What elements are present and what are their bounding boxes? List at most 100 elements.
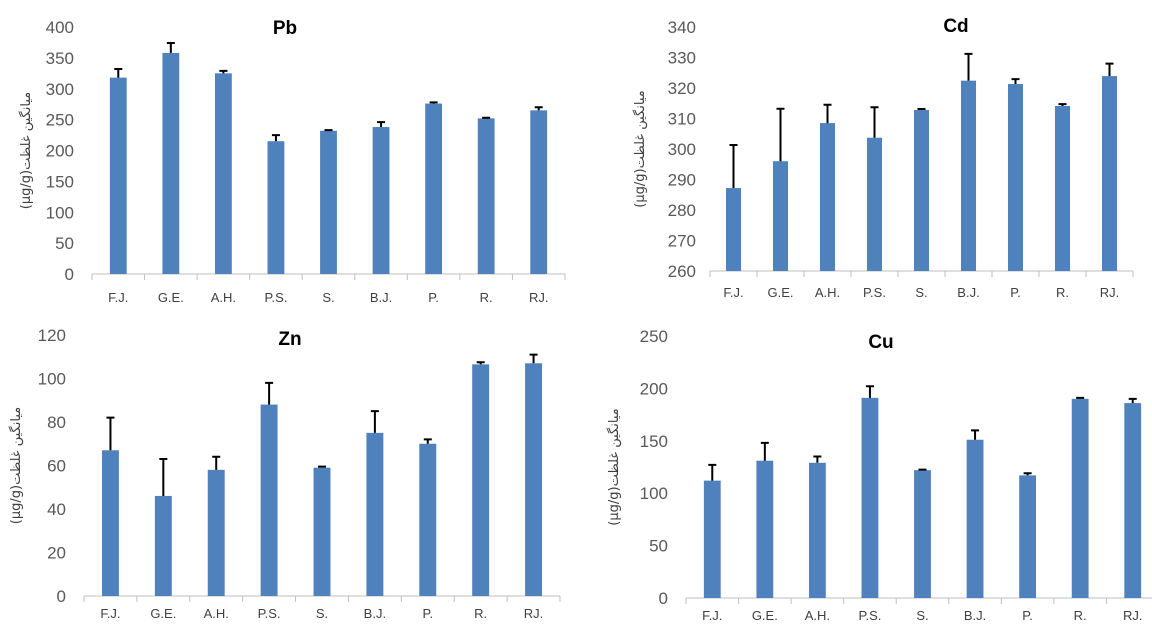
error-bar xyxy=(1105,62,1114,77)
error-bar xyxy=(106,416,115,451)
bar xyxy=(1124,403,1142,598)
y-tick-label: 280 xyxy=(668,201,696,220)
error-bar xyxy=(370,410,379,433)
y-tick-label: 200 xyxy=(640,379,668,398)
bar xyxy=(866,137,883,271)
chart-zn: Zn 0 20 40 60 80 100 120 (µg/g)میانگین غلظت F.J. G… xyxy=(0,313,576,626)
bar xyxy=(725,188,742,271)
y-tick-label: 320 xyxy=(668,79,696,98)
y-tick-label: 100 xyxy=(640,484,668,503)
x-tick-label: R. xyxy=(1074,608,1087,623)
bar xyxy=(366,432,384,596)
x-tick-label: R. xyxy=(474,606,487,621)
error-bar xyxy=(865,385,874,398)
bar xyxy=(109,77,127,274)
error-bar xyxy=(1076,396,1085,399)
x-tick-label: F.J. xyxy=(108,290,128,305)
error-bar xyxy=(159,457,168,496)
x-tick-label: S. xyxy=(316,606,328,621)
error-bar xyxy=(760,441,769,461)
bar xyxy=(1019,475,1037,598)
error-bar xyxy=(324,129,333,132)
bar xyxy=(861,397,879,598)
error-bar xyxy=(1128,397,1137,404)
y-tick-label: 250 xyxy=(46,111,74,130)
error-bar xyxy=(377,121,386,128)
error-bar xyxy=(776,107,785,162)
x-tick-label: B.J. xyxy=(957,285,979,300)
bar xyxy=(372,127,390,274)
x-tick-label: R. xyxy=(480,290,493,305)
x-tick-label: P.S. xyxy=(264,290,287,305)
chart-pb: Pb 0 50 100 150 200 250 300 350 400 (µg/g)میانگین … xyxy=(0,0,576,313)
error-bar xyxy=(917,108,926,111)
bar xyxy=(162,52,180,275)
chart-title: Cd xyxy=(943,16,968,37)
x-tick-label: P. xyxy=(1010,285,1021,300)
y-tick-label: 400 xyxy=(46,18,74,37)
y-tick-label: 300 xyxy=(46,80,74,99)
y-tick-label: 270 xyxy=(668,232,696,251)
x-tick-label: B.J. xyxy=(364,606,386,621)
bar xyxy=(1007,84,1024,271)
error-bar xyxy=(708,463,717,481)
x-tick-label: S. xyxy=(916,608,928,623)
y-tick-label: 250 xyxy=(640,327,668,346)
bar xyxy=(313,467,331,596)
bar xyxy=(477,118,495,274)
x-tick-label: F.J. xyxy=(100,606,120,621)
error-bar xyxy=(114,67,123,78)
error-bar xyxy=(271,134,280,142)
y-tick-label: 50 xyxy=(55,234,74,253)
error-bar xyxy=(971,429,980,440)
error-bar xyxy=(1023,472,1032,476)
x-tick-label: B.J. xyxy=(964,608,986,623)
error-bar xyxy=(729,144,738,189)
x-tick-label: G.E. xyxy=(752,608,778,623)
x-tick-label: G.E. xyxy=(158,290,184,305)
bar xyxy=(260,404,278,596)
y-tick-label: 150 xyxy=(46,172,74,191)
error-bar xyxy=(823,103,832,124)
x-tick-label: R. xyxy=(1056,285,1069,300)
x-tick-label: RJ. xyxy=(529,290,549,305)
error-bar xyxy=(813,455,822,463)
bar xyxy=(267,141,285,274)
y-tick-label: 310 xyxy=(668,110,696,129)
y-tick-label: 260 xyxy=(668,262,696,281)
error-bar xyxy=(318,465,326,468)
bar xyxy=(772,161,789,271)
x-tick-label: S. xyxy=(915,285,927,300)
x-tick-label: P. xyxy=(1022,608,1033,623)
x-tick-label: A.H. xyxy=(211,290,236,305)
chart-title: Cu xyxy=(868,332,893,353)
bar xyxy=(703,480,721,598)
chart-title: Pb xyxy=(273,18,297,39)
x-tick-label: P.S. xyxy=(863,285,886,300)
x-tick-label: B.J. xyxy=(370,290,392,305)
y-tick-label: 200 xyxy=(46,142,74,161)
x-tick-label: G.E. xyxy=(150,606,176,621)
chart-svg: Pb 0 50 100 150 200 250 300 350 400 (µg/g)میانگین … xyxy=(18,18,566,305)
y-tick-label: 100 xyxy=(46,203,74,222)
bar xyxy=(320,130,337,274)
y-tick-label: 350 xyxy=(46,49,74,68)
y-tick-label: 290 xyxy=(668,171,696,190)
error-bar xyxy=(482,116,491,119)
y-tick-label: 300 xyxy=(668,140,696,159)
y-axis-label: (µg/g)میانگین غلظت xyxy=(8,407,24,524)
error-bar xyxy=(870,106,879,138)
error-bar xyxy=(918,468,927,471)
bar xyxy=(756,460,774,598)
y-tick-label: 100 xyxy=(38,370,66,389)
y-axis-label: (µg/g)میانگین غلظت xyxy=(632,90,648,207)
x-tick-label: P. xyxy=(422,606,433,621)
y-tick-label: 40 xyxy=(47,500,66,519)
x-tick-label: P.S. xyxy=(858,608,881,623)
y-tick-label: 20 xyxy=(47,544,66,563)
error-bar xyxy=(166,42,175,53)
error-bar xyxy=(212,455,221,470)
bar xyxy=(1071,398,1089,598)
x-tick-label: A.H. xyxy=(815,285,840,300)
error-bar xyxy=(429,101,438,104)
